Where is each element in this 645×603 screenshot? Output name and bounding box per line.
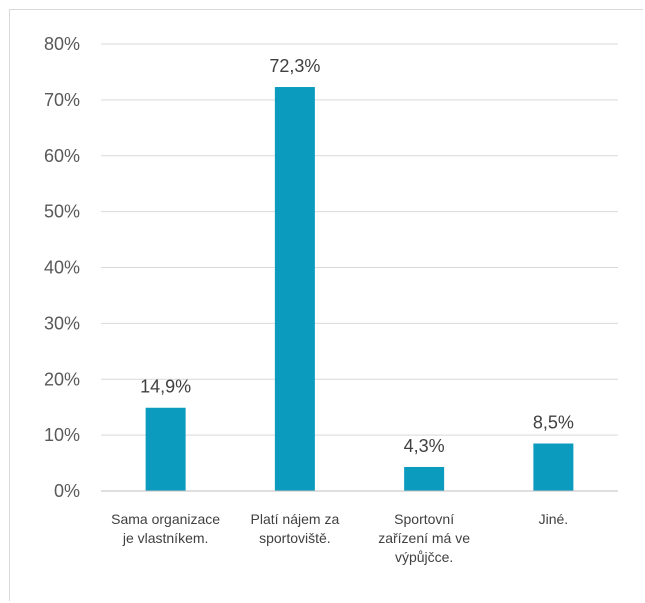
y-tick-label: 30% bbox=[44, 313, 80, 333]
x-category-label: sportoviště. bbox=[259, 530, 331, 546]
y-tick-label: 50% bbox=[44, 202, 80, 222]
bar bbox=[533, 443, 574, 491]
data-label: 72,3% bbox=[269, 56, 320, 76]
y-tick-label: 60% bbox=[44, 146, 80, 166]
x-category-label: Sportovní bbox=[394, 511, 454, 527]
x-category-label: výpůjčce. bbox=[395, 549, 453, 565]
chart-frame bbox=[9, 9, 643, 601]
bar bbox=[145, 407, 186, 491]
data-label: 8,5% bbox=[533, 413, 574, 433]
x-category-label: Sama organizace bbox=[111, 511, 220, 527]
x-category-label: zařízení má ve bbox=[378, 530, 470, 546]
y-tick-label: 10% bbox=[44, 425, 80, 445]
bar bbox=[274, 87, 315, 492]
y-tick-label: 20% bbox=[44, 369, 80, 389]
y-tick-label: 80% bbox=[44, 34, 80, 54]
x-category-label: je vlastníkem. bbox=[122, 530, 209, 546]
bar bbox=[404, 466, 445, 491]
y-tick-label: 40% bbox=[44, 258, 80, 278]
x-category-label: Jiné. bbox=[539, 511, 569, 527]
data-label: 14,9% bbox=[140, 377, 191, 397]
data-label: 4,3% bbox=[404, 436, 445, 456]
y-tick-label: 0% bbox=[54, 481, 80, 501]
y-tick-label: 70% bbox=[44, 90, 80, 110]
x-category-label: Platí nájem za bbox=[251, 511, 340, 527]
